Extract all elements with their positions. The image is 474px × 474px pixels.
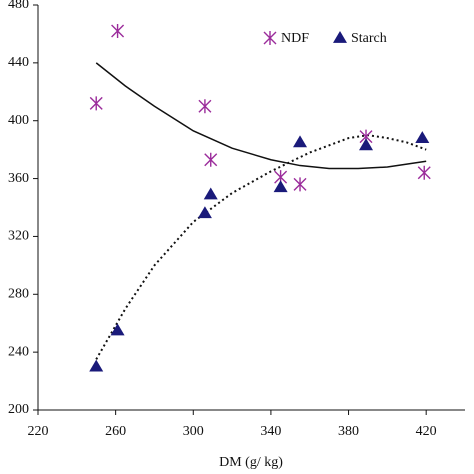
starch-point bbox=[89, 359, 104, 372]
ndf-point bbox=[204, 152, 218, 167]
starch-point bbox=[273, 180, 288, 193]
y-tick-label: 480 bbox=[8, 0, 29, 12]
ndf-point bbox=[293, 177, 307, 192]
ndf-point bbox=[89, 96, 103, 111]
x-tick-label: 340 bbox=[260, 424, 281, 439]
x-axis-label: DM (g/ kg) bbox=[219, 455, 283, 470]
legend-label: NDF bbox=[281, 31, 309, 46]
starch-point bbox=[293, 135, 308, 148]
starch-point bbox=[110, 323, 125, 336]
x-tick-label: 420 bbox=[416, 424, 437, 439]
x-tick-label: 220 bbox=[28, 424, 49, 439]
ndf-point bbox=[417, 165, 431, 180]
x-tick-label: 380 bbox=[338, 424, 359, 439]
ndf-point bbox=[263, 31, 277, 45]
starch-point bbox=[359, 138, 374, 151]
starch-point bbox=[333, 31, 347, 43]
starch-point bbox=[415, 131, 430, 143]
legend-label: Starch bbox=[351, 31, 387, 46]
ndf-point bbox=[111, 24, 125, 39]
y-tick-label: 280 bbox=[8, 287, 29, 302]
starch-point bbox=[203, 187, 218, 200]
y-tick-label: 200 bbox=[8, 402, 29, 417]
trend-line bbox=[95, 62, 427, 170]
x-tick-label: 300 bbox=[183, 424, 204, 439]
y-tick-label: 400 bbox=[8, 113, 29, 128]
x-tick-label: 260 bbox=[105, 424, 126, 439]
y-tick-label: 360 bbox=[8, 171, 29, 186]
y-tick-label: 320 bbox=[8, 229, 29, 244]
y-tick-label: 440 bbox=[8, 55, 29, 70]
y-tick-label: 240 bbox=[8, 344, 29, 359]
ndf-point bbox=[198, 99, 212, 114]
starch-point bbox=[197, 206, 212, 219]
trend-line bbox=[95, 134, 427, 360]
